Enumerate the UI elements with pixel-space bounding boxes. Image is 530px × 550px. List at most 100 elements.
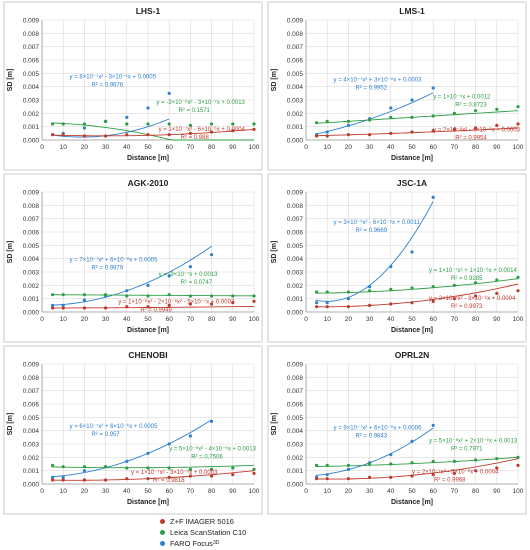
data-point bbox=[389, 462, 393, 466]
data-point bbox=[252, 467, 256, 471]
data-point bbox=[188, 434, 192, 438]
y-tick-label: 0.005 bbox=[287, 71, 304, 78]
y-tick-label: 0.001 bbox=[287, 124, 304, 131]
y-tick-label: 0.009 bbox=[287, 18, 304, 25]
data-point bbox=[231, 122, 235, 126]
data-point bbox=[410, 461, 414, 465]
chart-panel-jsc-1a: JSC-1A 0.000 0.001 0.002 0.003 0.004 0.005 0.00… bbox=[267, 173, 527, 343]
data-point bbox=[368, 118, 372, 122]
y-tick-label: 0.008 bbox=[287, 31, 304, 38]
x-tick-label: 60 bbox=[430, 144, 438, 151]
legend-marker-faro bbox=[160, 541, 165, 546]
y-tick-label: 0.006 bbox=[287, 230, 304, 237]
legend-label-leica: Leica ScanStation C10 bbox=[170, 528, 247, 537]
x-tick-label: 0 bbox=[40, 316, 44, 323]
legend-item-leica: Leica ScanStation C10 bbox=[160, 527, 420, 538]
data-point bbox=[82, 134, 86, 138]
data-point bbox=[51, 122, 55, 126]
data-point bbox=[231, 129, 235, 133]
data-point bbox=[231, 294, 235, 298]
y-tick-label: 0.008 bbox=[23, 375, 40, 382]
data-point bbox=[325, 134, 329, 138]
x-tick-label: 100 bbox=[513, 316, 524, 323]
data-point bbox=[82, 469, 86, 473]
y-tick-label: 0.004 bbox=[23, 428, 40, 435]
x-tick-label: 0 bbox=[304, 144, 308, 151]
data-point bbox=[516, 105, 520, 109]
data-point bbox=[410, 250, 414, 254]
data-point bbox=[125, 466, 129, 470]
y-tick-label: 0.003 bbox=[287, 98, 304, 105]
data-point bbox=[61, 303, 65, 307]
data-point bbox=[315, 305, 319, 309]
data-point bbox=[252, 471, 256, 475]
x-axis-label: Distance [m] bbox=[391, 155, 433, 162]
data-point bbox=[431, 473, 435, 477]
data-point bbox=[346, 123, 350, 127]
x-tick-label: 100 bbox=[513, 488, 524, 495]
x-tick-label: 80 bbox=[208, 316, 216, 323]
data-point bbox=[325, 290, 329, 294]
data-point bbox=[474, 294, 478, 298]
y-tick-label: 0.007 bbox=[287, 216, 304, 223]
data-point bbox=[82, 465, 86, 469]
trendline bbox=[315, 92, 434, 135]
chart-frame bbox=[3, 173, 263, 343]
data-point bbox=[146, 133, 150, 137]
y-axis-label: SD [m] bbox=[7, 413, 14, 436]
data-point bbox=[495, 457, 499, 461]
x-tick-label: 100 bbox=[249, 316, 260, 323]
y-tick-label: 0.000 bbox=[23, 310, 40, 317]
data-point bbox=[104, 134, 108, 138]
data-point bbox=[146, 283, 150, 287]
y-tick-label: 0.007 bbox=[23, 44, 40, 51]
fit-equation: y = 5×10⁻⁸x² - 4×10⁻⁶x + 0.0013 bbox=[169, 446, 256, 453]
fit-r-squared: R² = 0.957 bbox=[92, 432, 121, 438]
fit-r-squared: R² = 0.9952 bbox=[356, 85, 388, 91]
x-tick-label: 100 bbox=[249, 488, 260, 495]
data-point bbox=[210, 467, 214, 471]
data-point bbox=[146, 305, 150, 309]
data-point bbox=[452, 297, 456, 301]
x-axis-label: Distance [m] bbox=[391, 499, 433, 506]
fit-r-squared: R² = 0.9843 bbox=[356, 433, 388, 439]
x-tick-label: 30 bbox=[102, 316, 110, 323]
trendline bbox=[51, 419, 212, 478]
data-point bbox=[188, 294, 192, 298]
chart-title: OPRL2N bbox=[395, 350, 429, 360]
x-tick-label: 20 bbox=[345, 316, 353, 323]
data-point bbox=[516, 122, 520, 126]
data-point bbox=[188, 302, 192, 306]
data-point bbox=[346, 290, 350, 294]
data-point bbox=[389, 115, 393, 119]
fit-equation: y = 9×10⁻⁷x² + 6×10⁻⁶x + 0.0006 bbox=[334, 424, 423, 431]
y-tick-label: 0.006 bbox=[287, 58, 304, 65]
y-axis-label: SD [m] bbox=[271, 69, 278, 92]
y-tick-label: 0.003 bbox=[287, 270, 304, 277]
data-point bbox=[125, 289, 129, 293]
x-tick-label: 70 bbox=[451, 144, 459, 151]
data-point bbox=[389, 475, 393, 479]
trendline bbox=[51, 118, 170, 138]
data-point bbox=[474, 469, 478, 473]
data-point bbox=[125, 122, 129, 126]
data-point bbox=[252, 127, 256, 131]
fit-r-squared: R² = 0.0747 bbox=[181, 280, 213, 286]
data-point bbox=[410, 439, 414, 443]
chart-title: LHS-1 bbox=[136, 6, 161, 16]
y-tick-label: 0.003 bbox=[23, 442, 40, 449]
x-tick-label: 50 bbox=[144, 144, 152, 151]
y-tick-label: 0.006 bbox=[23, 402, 40, 409]
data-point bbox=[61, 478, 65, 482]
y-tick-label: 0.004 bbox=[287, 84, 304, 91]
data-point bbox=[431, 86, 435, 90]
fit-equation: y = 8×10⁻⁷x² - 3×10⁻⁵x + 0.0005 bbox=[70, 74, 157, 81]
data-point bbox=[104, 478, 108, 482]
chart-grid: LHS-1 0.000 0.001 0.002 0.003 0.004 0.005 0.006… bbox=[3, 1, 527, 515]
fit-r-squared: R² = 0.9669 bbox=[356, 228, 388, 234]
x-tick-label: 90 bbox=[493, 316, 501, 323]
chart-panel-chenobi: CHENOBI 0.000 0.001 0.002 0.003 0.004 0.005 0.0… bbox=[3, 345, 263, 515]
data-point bbox=[51, 133, 55, 137]
fit-r-squared: R² = 0.9973 bbox=[451, 304, 483, 310]
x-tick-label: 90 bbox=[493, 488, 501, 495]
